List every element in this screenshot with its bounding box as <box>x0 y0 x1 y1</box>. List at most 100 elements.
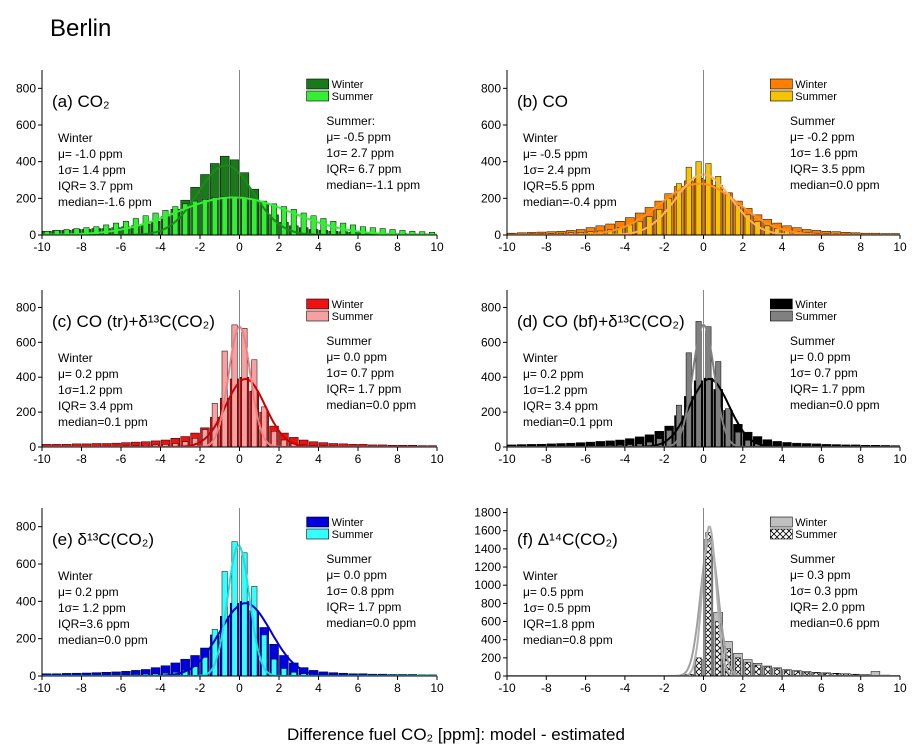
legend-label: Winter <box>332 299 364 311</box>
bar <box>734 657 741 677</box>
y-tick-label: 200 <box>16 191 36 205</box>
bar <box>241 197 248 236</box>
stat-line: μ= 0.0 ppm <box>326 350 387 364</box>
bar <box>192 666 199 677</box>
x-tick-label: -10 <box>498 240 516 254</box>
bar <box>211 197 218 236</box>
panel-title: (a) CO₂ <box>52 92 110 111</box>
stat-line: μ= -0.2 ppm <box>790 130 855 144</box>
y-tick-label: 600 <box>481 335 501 349</box>
stat-line: IQR=3.6 ppm <box>58 617 130 631</box>
x-tick-label: 6 <box>818 240 825 254</box>
bar <box>251 199 258 236</box>
stat-line: Summer <box>790 552 835 566</box>
x-tick-label: 10 <box>893 452 907 466</box>
x-tick-label: 6 <box>355 452 362 466</box>
y-tick-label: 400 <box>481 370 501 384</box>
legend-label: Summer <box>795 311 837 323</box>
x-tick-label: -4 <box>155 681 166 695</box>
x-tick-label: 4 <box>315 452 322 466</box>
stat-line: median=0.0 ppm <box>790 398 880 412</box>
bar <box>231 196 238 236</box>
stat-line: median=0.8 ppm <box>523 633 613 647</box>
panel: -10 -8 -6 -4 -2 0 2 4 6 8 10 0 200 400 600 800 1000 1200 1… <box>474 506 907 695</box>
x-tick-label: -10 <box>498 681 516 695</box>
x-tick-label: 8 <box>857 452 864 466</box>
legend-label: Winter <box>795 517 827 529</box>
stat-line: IQR= 1.7 ppm <box>790 382 865 396</box>
x-tick-label: -8 <box>541 452 552 466</box>
x-tick-label: 10 <box>893 681 907 695</box>
bar <box>320 218 327 236</box>
stat-line: Winter <box>523 351 558 365</box>
stat-line: Winter <box>58 351 93 365</box>
bar <box>725 192 732 236</box>
x-tick-label: 10 <box>893 240 907 254</box>
x-tick-label: -2 <box>195 452 206 466</box>
y-tick-label: 600 <box>481 118 501 132</box>
x-tick-label: -6 <box>580 681 591 695</box>
x-tick-label: -6 <box>580 452 591 466</box>
y-tick-label: 0 <box>494 228 501 242</box>
stat-line: Summer <box>326 334 371 348</box>
bar <box>280 668 287 677</box>
stat-line: median=0.0 ppm <box>326 398 416 412</box>
legend-swatch <box>306 516 329 528</box>
bar <box>271 658 278 677</box>
legend-label: Summer <box>795 91 837 103</box>
legend-label: Winter <box>795 79 827 91</box>
stat-line: 1σ=1.2 ppm <box>58 383 122 397</box>
legend-swatch <box>770 310 793 322</box>
x-tick-label: 6 <box>355 240 362 254</box>
y-tick-label: 200 <box>16 632 36 646</box>
stat-line: 1σ= 1.2 ppm <box>58 601 126 615</box>
x-tick-label: 8 <box>394 452 401 466</box>
x-tick-label: 0 <box>700 240 707 254</box>
stat-line: IQR=1.8 ppm <box>523 617 595 631</box>
stat-line: μ= -0.5 ppm <box>326 130 391 144</box>
x-tick-label: -10 <box>33 452 51 466</box>
x-tick-label: 2 <box>739 452 746 466</box>
x-tick-label: -6 <box>116 681 127 695</box>
stat-line: 1σ= 0.5 ppm <box>523 601 591 615</box>
x-tick-label: -10 <box>498 452 516 466</box>
x-tick-label: 6 <box>818 452 825 466</box>
x-tick-label: 6 <box>355 681 362 695</box>
x-tick-label: -10 <box>33 240 51 254</box>
x-tick-label: -4 <box>155 452 166 466</box>
stat-line: median=0.0 ppm <box>790 178 880 192</box>
stat-line: median=-1.6 ppm <box>58 195 152 209</box>
bar <box>162 210 169 236</box>
y-tick-label: 400 <box>16 594 36 608</box>
panel: -10 -8 -6 -4 -2 0 2 4 6 8 10 0 200 400 600 800 (b) CO Win… <box>481 70 907 254</box>
x-tick-label: -2 <box>659 681 670 695</box>
stat-line: μ= 0.2 ppm <box>58 585 119 599</box>
x-tick-label: 2 <box>276 240 283 254</box>
x-tick-label: 8 <box>394 681 401 695</box>
legend-swatch <box>306 78 329 90</box>
x-tick-label: -2 <box>659 240 670 254</box>
legend-label: Winter <box>332 517 364 529</box>
x-tick-label: -8 <box>541 681 552 695</box>
x-tick-label: -10 <box>33 681 51 695</box>
x-tick-label: -2 <box>195 681 206 695</box>
bar <box>310 215 317 236</box>
legend-swatch <box>306 90 329 102</box>
legend-swatch <box>306 310 329 322</box>
y-tick-label: 800 <box>481 81 501 95</box>
x-tick-label: 0 <box>236 240 243 254</box>
x-tick-label: 8 <box>857 681 864 695</box>
stat-line: μ= 0.0 ppm <box>326 568 387 582</box>
stat-line: median=-0.4 ppm <box>523 195 617 209</box>
stat-line: μ= 0.5 ppm <box>523 585 584 599</box>
x-tick-label: -8 <box>76 452 87 466</box>
x-tick-label: 0 <box>700 452 707 466</box>
stat-line: median=0.0 ppm <box>326 616 416 630</box>
x-tick-label: -6 <box>580 240 591 254</box>
panel: -10 -8 -6 -4 -2 0 2 4 6 8 10 0 200 400 600 800 (c) CO (t… <box>16 290 444 466</box>
legend-label: Winter <box>332 79 364 91</box>
stat-line: IQR= 3.7 ppm <box>58 179 133 193</box>
y-tick-label: 600 <box>16 118 36 132</box>
x-tick-label: 4 <box>779 452 786 466</box>
